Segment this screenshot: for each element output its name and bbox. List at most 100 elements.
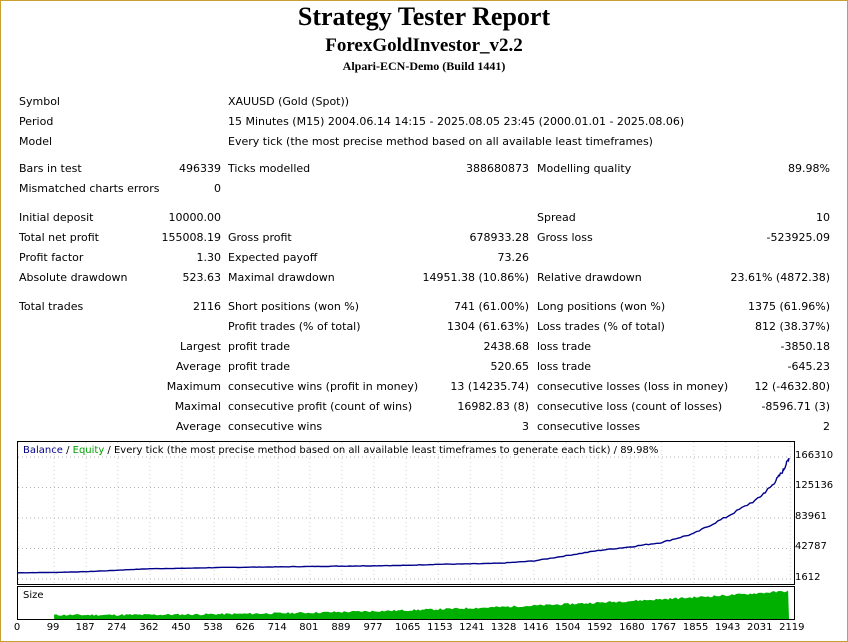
- x-tick-label: 2119: [779, 622, 805, 633]
- maximal-consecutive-profit-value: 16982.83 (8): [457, 400, 529, 413]
- chart-legend: Balance / Equity / Every tick (the most …: [23, 445, 658, 456]
- symbol-value: XAUUSD (Gold (Spot)): [228, 95, 350, 108]
- maximum-label: Maximum: [166, 380, 221, 393]
- x-tick-label: 714: [267, 622, 287, 633]
- legend-separator: /: [62, 445, 73, 456]
- average-consecutive-losses-label: consecutive losses: [537, 420, 641, 433]
- profit-factor-value: 1.30: [196, 251, 222, 264]
- relative-drawdown-value: 23.61% (4872.38): [730, 271, 830, 284]
- x-tick-label: 1767: [650, 622, 677, 633]
- legend-equity: Equity: [72, 445, 105, 456]
- report-title: Strategy Tester Report: [297, 2, 551, 31]
- loss-trades-label: Loss trades (% of total): [537, 320, 665, 333]
- x-tick-label: 1504: [555, 622, 581, 633]
- x-tick-label: 0: [13, 622, 21, 633]
- long-positions-label: Long positions (won %): [537, 300, 666, 313]
- max-consecutive-wins-value: 13 (14235.74): [450, 380, 529, 393]
- size-label: Size: [23, 590, 44, 601]
- x-tick-label: 801: [299, 622, 319, 633]
- mismatch-label: Mismatched charts errors: [19, 182, 160, 195]
- x-tick-label: 450: [171, 622, 191, 633]
- y-tick-label: 83961: [795, 511, 827, 522]
- largest-profit-trade-label: profit trade: [228, 340, 291, 353]
- expected-payoff-value: 73.26: [497, 251, 530, 264]
- average-label: Average: [175, 360, 221, 373]
- y-tick-label: 125136: [795, 480, 834, 492]
- x-tick-label: 99: [46, 622, 60, 633]
- average-profit-trade-value: 520.65: [490, 360, 530, 373]
- x-tick-label: 538: [203, 622, 223, 633]
- legend-balance: Balance: [23, 445, 63, 456]
- size-chart: Size: [17, 586, 795, 620]
- average-consecutive-wins-value: 3: [522, 420, 529, 433]
- server-name: Alpari-ECN-Demo (Build 1441): [342, 59, 506, 73]
- maximal-consecutive-loss-label: consecutive loss (count of losses): [537, 400, 723, 413]
- x-tick-label: 889: [331, 622, 351, 633]
- size-chart-plot: [54, 590, 790, 619]
- maximal-consecutive-loss-value: -8596.71 (3): [761, 400, 830, 413]
- largest-loss-trade-value: -3850.18: [780, 340, 830, 353]
- spread-label: Spread: [537, 211, 576, 224]
- x-tick-label: 1241: [459, 622, 485, 633]
- short-positions-value: 741 (61.00%): [453, 300, 529, 313]
- spread-value: 10: [816, 211, 830, 224]
- maximal-label: Maximal: [174, 400, 221, 413]
- x-tick-label: 274: [107, 622, 127, 633]
- expected-payoff-label: Expected payoff: [228, 251, 318, 264]
- long-positions-value: 1375 (61.96%): [747, 300, 830, 313]
- legend-description: / Every tick (the most precise method ba…: [104, 445, 659, 456]
- gross-profit-label: Gross profit: [228, 231, 292, 244]
- loss-trades-value: 812 (38.37%): [754, 320, 830, 333]
- deposit-label: Initial deposit: [19, 211, 94, 224]
- mismatch-value: 0: [214, 182, 221, 195]
- maximal-consecutive-profit-label: consecutive profit (count of wins): [228, 400, 413, 413]
- profit-factor-label: Profit factor: [19, 251, 84, 264]
- absolute-drawdown-value: 523.63: [182, 271, 222, 284]
- absolute-drawdown-label: Absolute drawdown: [19, 271, 128, 284]
- average-consecutive-losses-value: 2: [823, 420, 830, 433]
- deposit-value: 10000.00: [168, 211, 222, 224]
- profit-trades-value: 1304 (61.63%): [446, 320, 529, 333]
- x-tick-label: 1592: [587, 622, 613, 633]
- y-tick-label: 166310: [795, 450, 834, 461]
- x-tick-label: 1855: [682, 622, 709, 633]
- maximal-drawdown-value: 14951.38 (10.86%): [422, 271, 529, 284]
- bars-value: 496339: [179, 162, 221, 175]
- short-positions-label: Short positions (won %): [228, 300, 360, 313]
- model-label: Model: [19, 135, 53, 148]
- x-tick-label: 1153: [427, 622, 453, 633]
- total-trades-value: 2116: [193, 300, 221, 313]
- largest-label: Largest: [180, 340, 221, 353]
- bars-label: Bars in test: [19, 162, 82, 175]
- quality-label: Modelling quality: [537, 162, 632, 175]
- x-tick-label: 2031: [747, 622, 773, 633]
- average-consecutive-wins-label: consecutive wins: [228, 420, 323, 433]
- gross-profit-value: 678933.28: [469, 231, 530, 244]
- maximal-drawdown-label: Maximal drawdown: [228, 271, 335, 284]
- quality-value: 89.98%: [788, 162, 830, 175]
- x-tick-label: 626: [235, 622, 255, 633]
- balance-chart: Balance / Equity / Every tick (the most …: [17, 441, 795, 585]
- total-trades-label: Total trades: [19, 300, 84, 313]
- x-tick-label: 1416: [522, 622, 549, 633]
- max-consecutive-wins-label: consecutive wins (profit in money): [228, 380, 419, 393]
- profit-trades-label: Profit trades (% of total): [228, 320, 361, 333]
- gross-loss-label: Gross loss: [537, 231, 593, 244]
- y-tick-label: 42787: [795, 541, 827, 553]
- symbol-label: Symbol: [19, 95, 60, 108]
- period-value: 15 Minutes (M15) 2004.06.14 14:15 - 2025…: [228, 115, 685, 128]
- largest-profit-trade-value: 2438.68: [483, 340, 530, 353]
- size-area: [54, 590, 790, 619]
- average-consecutive-label: Average: [175, 420, 221, 433]
- max-consecutive-losses-value: 12 (-4632.80): [754, 380, 830, 393]
- y-tick-label: 1612: [795, 572, 821, 583]
- x-tick-label: 187: [75, 622, 95, 633]
- period-label: Period: [19, 115, 54, 128]
- average-loss-trade-label: loss trade: [537, 360, 592, 373]
- largest-loss-trade-label: loss trade: [537, 340, 592, 353]
- balance-chart-plot: [18, 442, 794, 584]
- net-profit-label: Total net profit: [19, 231, 99, 244]
- x-tick-label: 977: [363, 622, 383, 633]
- net-profit-value: 155008.19: [161, 231, 222, 244]
- x-tick-label: 1680: [619, 622, 645, 633]
